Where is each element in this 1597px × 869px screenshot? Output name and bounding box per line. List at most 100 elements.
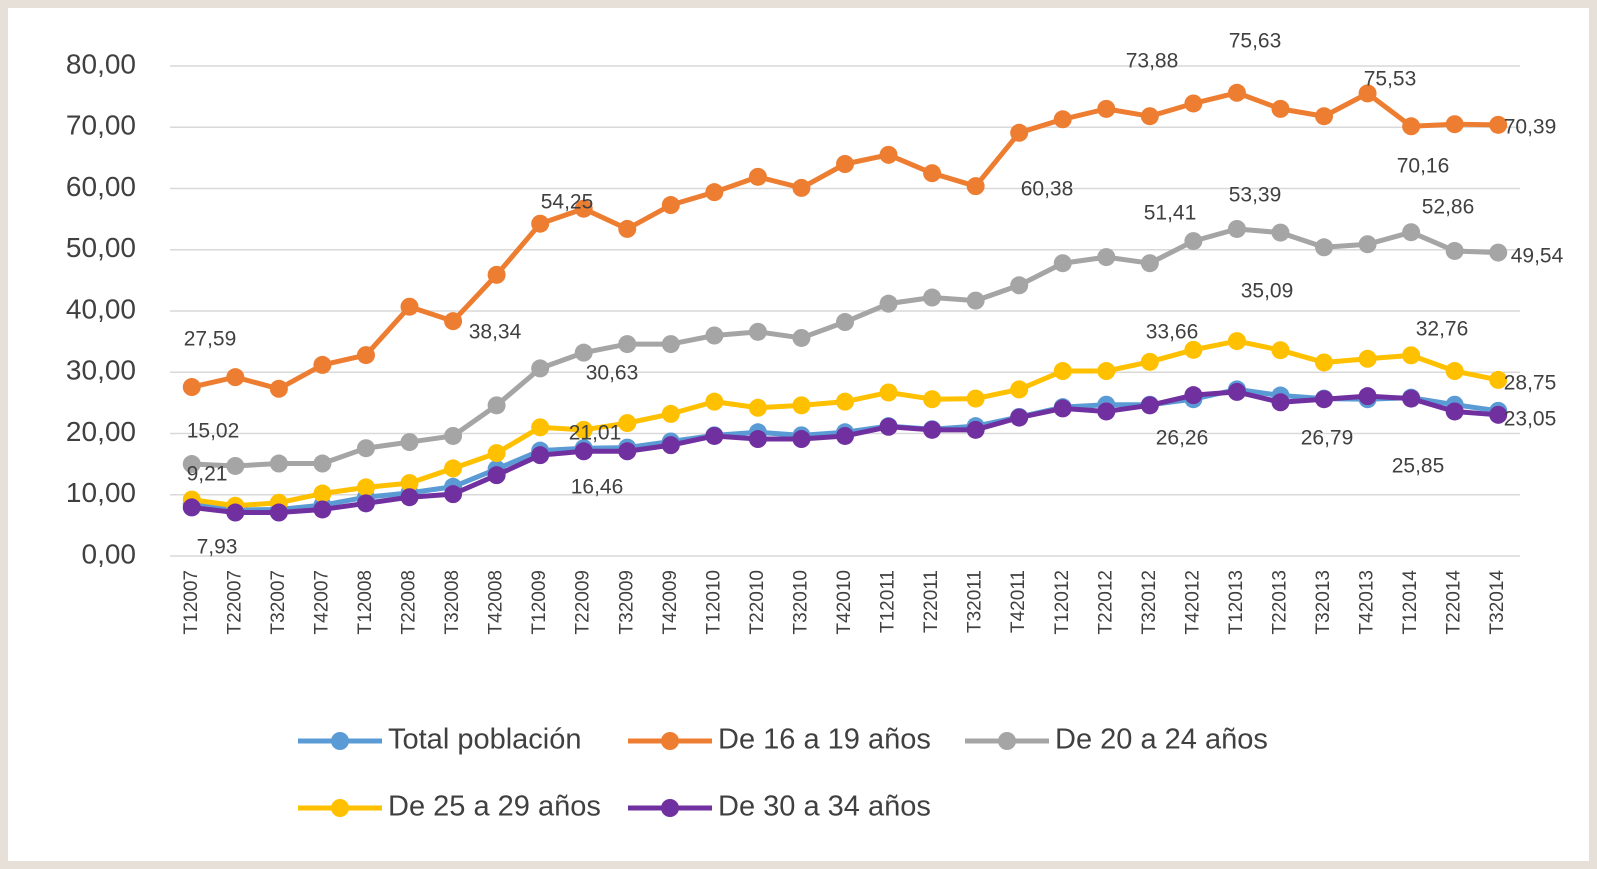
data-point [836,155,854,173]
data-label: 73,88 [1126,50,1179,73]
data-point [444,485,463,504]
data-point [269,379,288,398]
y-tick-label: 80,00 [66,48,136,79]
data-point [1315,107,1334,126]
data-point [356,439,375,458]
data-point [661,196,680,215]
data-point [1489,115,1508,134]
data-point [879,294,898,313]
legend-marker [331,799,349,817]
data-label: 32,76 [1416,318,1469,341]
x-tick-label: T12009 [529,570,550,634]
data-point [879,145,898,164]
data-point [618,335,637,354]
data-label: 52,86 [1422,196,1475,219]
data-label: 26,26 [1156,427,1209,450]
y-tick-label: 30,00 [66,355,136,386]
legend-label: De 25 a 29 años [388,791,601,823]
data-point [313,484,332,503]
data-point [1358,349,1377,368]
data-point [487,265,506,284]
x-tick-label: T42012 [1182,570,1203,634]
data-point [1010,380,1029,399]
data-point [226,368,245,387]
data-point [923,420,942,439]
data-point [1402,346,1421,365]
y-tick-label: 0,00 [82,538,137,569]
data-point [1402,223,1421,242]
data-point [792,430,811,449]
data-point [618,442,637,461]
data-point [182,498,201,517]
data-point [400,474,419,493]
data-point [879,417,898,436]
data-point [1053,399,1072,418]
data-point [792,328,811,347]
legend-marker [331,732,349,750]
data-label: 30,63 [586,362,639,385]
data-point [1227,382,1246,401]
legend-marker [661,732,679,750]
data-point [444,426,463,445]
data-point [1140,396,1159,415]
x-tick-label: T22011 [921,570,942,633]
data-point [1053,362,1072,381]
data-point [313,355,332,374]
data-point [792,178,811,197]
data-point [1445,115,1464,134]
data-label: 23,05 [1504,408,1557,431]
y-tick-label: 10,00 [66,477,136,508]
data-label: 26,79 [1301,427,1354,450]
data-label: 28,75 [1504,372,1557,395]
x-tick-label: T32014 [1487,570,1508,635]
y-tick-label: 50,00 [66,232,136,263]
data-point [313,454,332,473]
data-point [1097,402,1116,421]
data-label: 60,38 [1021,178,1074,201]
data-point [1358,235,1377,254]
data-point [705,326,724,345]
data-point [444,312,463,331]
data-point [1010,123,1029,142]
y-tick-label: 60,00 [66,171,136,202]
x-tick-label: T12014 [1400,570,1421,635]
data-point [356,346,375,365]
data-label: 15,02 [187,420,240,443]
data-point [487,466,506,485]
x-tick-label: T32012 [1139,570,1160,634]
legend-label: Total población [388,724,581,756]
data-point [574,420,593,439]
data-label: 70,39 [1504,116,1557,139]
data-point [1010,408,1029,427]
data-label: 49,54 [1511,245,1564,268]
data-point [1053,254,1072,273]
data-point [226,456,245,475]
legend-marker [998,732,1016,750]
data-point [923,164,942,183]
data-point [1358,387,1377,406]
data-point [487,444,506,463]
data-point [574,199,593,218]
data-point [531,214,550,233]
x-tick-label: T32013 [1313,570,1334,634]
data-point [444,459,463,478]
data-point [1315,390,1334,409]
data-point [705,183,724,202]
data-point [966,291,985,310]
x-tick-label: T42010 [834,570,855,634]
x-tick-label: T22014 [1444,570,1465,635]
data-point [748,322,767,341]
data-point [1315,353,1334,372]
legend-label: De 20 a 24 años [1055,724,1268,756]
x-tick-label: T42011 [1008,570,1029,633]
data-point [923,390,942,409]
data-point [966,420,985,439]
data-point [1271,99,1290,118]
data-point [1445,402,1464,421]
data-label: 7,93 [197,536,238,559]
data-point [1184,94,1203,113]
data-point [1184,340,1203,359]
data-point [1140,107,1159,126]
